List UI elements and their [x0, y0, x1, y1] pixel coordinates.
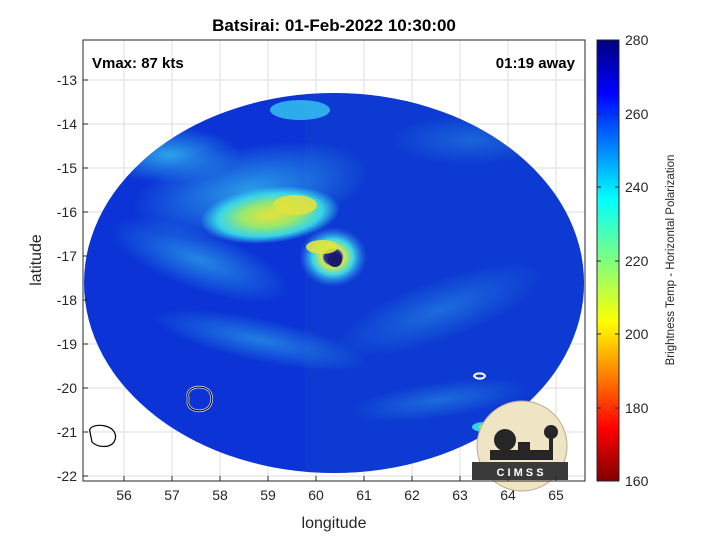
y-tick-label: -16 — [57, 204, 77, 220]
x-tick-label: 59 — [260, 487, 276, 503]
rodrigues-outline — [472, 372, 487, 380]
y-tick-label: -14 — [57, 116, 77, 132]
x-tick-labels: 56 57 58 59 60 61 62 63 64 65 — [116, 487, 564, 503]
mauritius-outline — [89, 424, 117, 448]
colorbar-tick-label: 220 — [625, 253, 649, 269]
colorbar-tick-label: 160 — [625, 473, 649, 489]
x-tick-label: 64 — [500, 487, 516, 503]
logo-dish-icon — [494, 429, 516, 451]
x-tick-label: 65 — [548, 487, 564, 503]
vmax-label: Vmax: 87 kts — [92, 55, 184, 72]
colorbar-tick-label: 280 — [625, 32, 649, 48]
y-tick-label: -19 — [57, 336, 77, 352]
y-tick-label: -18 — [57, 292, 77, 308]
colorbar-title: Brightness Temp - Horizontal Polarizatio… — [665, 155, 677, 366]
eye — [328, 253, 342, 267]
logo-tower-icon — [544, 425, 558, 439]
axes-frame — [82, 39, 586, 482]
tick-marks — [83, 79, 557, 481]
time-away-label: 01:19 away — [496, 55, 576, 72]
x-tick-label: 57 — [164, 487, 180, 503]
x-tick-label: 63 — [452, 487, 468, 503]
x-tick-label: 58 — [212, 487, 228, 503]
colorbar-tick-label: 180 — [625, 400, 649, 416]
colorbar: 280 260 240 220 200 180 160 Brightness T… — [596, 32, 677, 489]
y-tick-label: -21 — [57, 424, 77, 440]
colorbar-tick-label: 240 — [625, 179, 649, 195]
x-axis-title: longitude — [302, 515, 367, 532]
x-tick-label: 56 — [116, 487, 132, 503]
y-tick-label: -22 — [57, 468, 77, 484]
y-tick-label: -15 — [57, 160, 77, 176]
logo-text: C I M S S — [496, 467, 543, 479]
y-tick-labels: -13 -14 -15 -16 -17 -18 -19 -20 -21 -22 — [57, 72, 77, 484]
y-tick-label: -13 — [57, 72, 77, 88]
island-outlines — [89, 372, 487, 448]
y-tick-label: -20 — [57, 380, 77, 396]
x-tick-label: 60 — [308, 487, 324, 503]
colorbar-tick-label: 200 — [625, 326, 649, 342]
logo-banner — [472, 462, 568, 480]
x-tick-label: 62 — [404, 487, 420, 503]
x-tick-label: 61 — [356, 487, 372, 503]
chart-title: Batsirai: 01-Feb-2022 10:30:00 — [212, 16, 456, 35]
y-axis-title: latitude — [28, 234, 45, 286]
colorbar-tick-label: 260 — [625, 106, 649, 122]
y-tick-label: -17 — [57, 248, 77, 264]
